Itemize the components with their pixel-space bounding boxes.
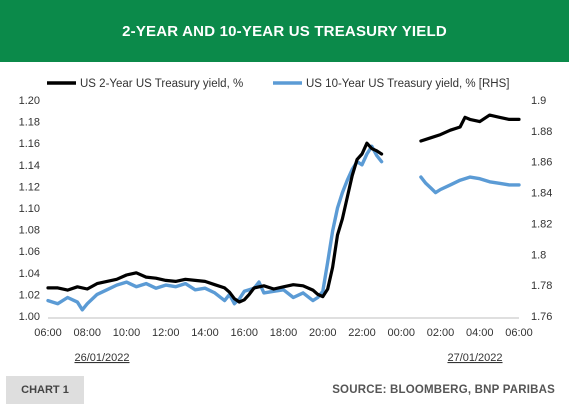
y-right-tick-label: 1.8 — [531, 249, 546, 261]
y-right-tick-label: 1.9 — [531, 95, 546, 107]
y-right-tick-label: 1.84 — [531, 188, 552, 200]
series-10y-line — [419, 175, 521, 195]
legend-2y-label: US 2-Year US Treasury yield, % — [80, 78, 243, 90]
y-right-tick-label: 1.76 — [531, 311, 552, 323]
y-left-tick-label: 1.16 — [19, 138, 40, 150]
date-label: 26/01/2022 — [74, 352, 129, 364]
x-tick-label: 20:00 — [309, 327, 337, 339]
chart-footer: CHART 1 SOURCE: BLOOMBERG, BNP PARIBAS — [0, 368, 569, 407]
x-tick-label: 08:00 — [73, 327, 101, 339]
y-right-tick-label: 1.86 — [531, 157, 552, 169]
series-10y-line — [46, 144, 384, 312]
chart-area: 1.00 1.02 1.04 1.06 1.08 1.10 1.12 1.14 1.16 1.18… — [0, 62, 569, 368]
x-tick-label: 04:00 — [466, 327, 494, 339]
x-tick-label: 14:00 — [191, 327, 219, 339]
x-tick-label: 06:00 — [34, 327, 62, 339]
chart-number-tag: CHART 1 — [6, 376, 84, 404]
x-tick-label: 22:00 — [348, 327, 376, 339]
x-tick-label: 18:00 — [270, 327, 298, 339]
series-2y-line — [46, 141, 384, 304]
x-tick-label: 00:00 — [387, 327, 415, 339]
x-tick-label: 10:00 — [113, 327, 141, 339]
y-left-tick-label: 1.02 — [19, 289, 40, 301]
y-right-tick-label: 1.78 — [531, 280, 552, 292]
y-left-tick-label: 1.18 — [19, 117, 40, 129]
x-tick-label: 16:00 — [230, 327, 258, 339]
series-2y-line — [419, 113, 521, 143]
y-left-tick-label: 1.20 — [19, 95, 40, 107]
legend-10y-label: US 10-Year US Treasury yield, % [RHS] — [306, 78, 509, 90]
x-tick-label: 06:00 — [505, 327, 533, 339]
x-tick-label: 02:00 — [427, 327, 455, 339]
y-left-tick-label: 1.08 — [19, 225, 40, 237]
y-right-tick-label: 1.88 — [531, 126, 552, 138]
y-left-tick-label: 1.14 — [19, 160, 40, 172]
date-label: 27/01/2022 — [447, 352, 502, 364]
y-right-tick-label: 1.82 — [531, 218, 552, 230]
y-left-tick-label: 1.12 — [19, 181, 40, 193]
chart-title: 2-YEAR AND 10-YEAR US TREASURY YIELD — [122, 22, 447, 40]
line-chart: 1.00 1.02 1.04 1.06 1.08 1.10 1.12 1.14 1.16 1.18… — [19, 78, 553, 364]
chart-header: 2-YEAR AND 10-YEAR US TREASURY YIELD — [0, 0, 569, 62]
y-left-tick-label: 1.04 — [19, 268, 40, 280]
y-left-tick-label: 1.06 — [19, 246, 40, 258]
y-left-tick-label: 1.10 — [19, 203, 40, 215]
y-left-tick-label: 1.00 — [19, 311, 40, 323]
x-tick-label: 12:00 — [152, 327, 180, 339]
source-note: SOURCE: BLOOMBERG, BNP PARIBAS — [332, 384, 555, 396]
